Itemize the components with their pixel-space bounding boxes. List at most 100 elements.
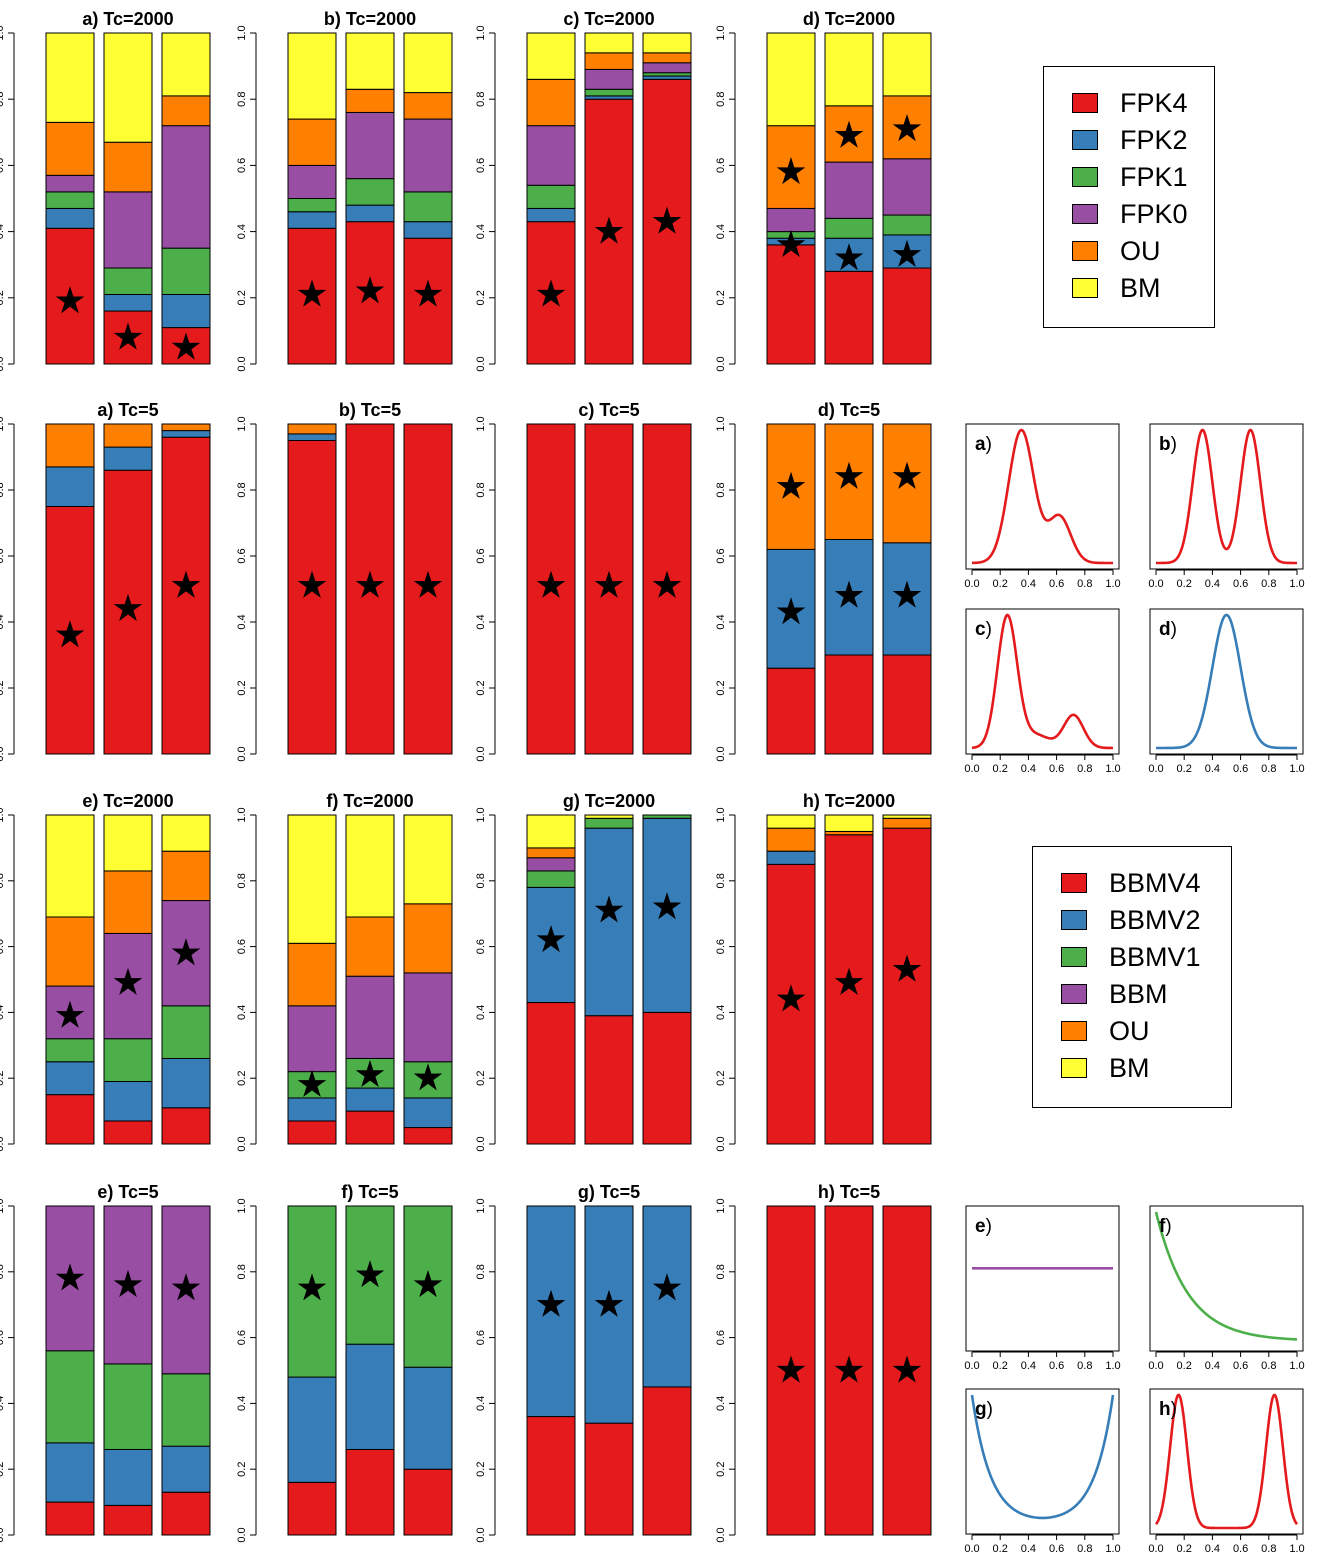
legend-swatch <box>1061 1021 1087 1041</box>
x-tick-label: 0.0 <box>964 763 979 775</box>
y-tick-label: 0.0 <box>0 746 6 761</box>
bar-segment <box>882 423 932 544</box>
bar-segment <box>287 1120 337 1145</box>
legend-label: BBMV1 <box>1109 941 1201 972</box>
bar-segment <box>824 814 874 832</box>
bar-segment <box>103 32 153 143</box>
y-tick-label: 0.4 <box>715 1005 727 1020</box>
density-curve <box>971 613 1114 750</box>
bar-segment <box>345 975 395 1059</box>
density-label-letter: h <box>1159 1399 1171 1420</box>
y-tick-label: 0.8 <box>236 1264 248 1279</box>
bar-segment <box>526 870 576 888</box>
density-label-letter: b <box>1159 434 1171 455</box>
y-tick-label: 0.0 <box>0 1136 6 1151</box>
bar-segment <box>345 111 395 180</box>
chart-panel: 0.0 0.2 0.4 0.6 0.8 1.0 d) Tc=2000 <box>715 9 932 372</box>
bar-segment <box>345 1087 395 1112</box>
x-tick-label: 0.6 <box>1233 1543 1248 1555</box>
x-tick-label: 0.6 <box>1233 1360 1248 1372</box>
x-tick-label: 0.2 <box>993 578 1008 590</box>
y-tick-label: 0.2 <box>236 1071 248 1086</box>
x-tick-label: 0.6 <box>1049 763 1064 775</box>
x-tick-label: 0.4 <box>1021 578 1036 590</box>
legend-swatch <box>1061 947 1087 967</box>
legend-label: OU <box>1120 235 1161 266</box>
x-tick-label: 0.8 <box>1261 1360 1276 1372</box>
bar-segment <box>45 1061 95 1096</box>
y-tick-label: 0.8 <box>475 873 487 888</box>
legend-label: BBM <box>1109 978 1168 1009</box>
bar-segment <box>766 850 816 865</box>
star-marker <box>536 1289 566 1317</box>
chart-title: c) Tc=2000 <box>563 9 654 29</box>
bar-segment <box>766 667 816 755</box>
chart-panel: 0.0 0.2 0.4 0.6 0.8 1.0 h) Tc=5 <box>715 1182 932 1543</box>
bar-segment <box>584 1205 634 1424</box>
density-frame <box>1149 423 1304 570</box>
y-tick-label: 0.6 <box>236 548 248 563</box>
chart-panel: 0.0 0.2 0.4 0.6 0.8 1.0 f) Tc=5 <box>236 1182 453 1543</box>
density-label: a) <box>975 434 992 455</box>
star-marker <box>892 1355 922 1383</box>
bar-segment <box>161 814 211 852</box>
y-tick-label: 0.6 <box>715 158 727 173</box>
y-tick-label: 0.2 <box>0 290 6 305</box>
star-marker <box>776 1355 806 1383</box>
star-marker <box>413 1269 443 1298</box>
y-tick-label: 0.6 <box>715 548 727 563</box>
y-tick-label: 1.0 <box>715 1198 727 1213</box>
y-tick-label: 0.0 <box>236 746 248 761</box>
chart-title: f) Tc=5 <box>341 1182 398 1202</box>
y-tick-label: 0.4 <box>475 224 487 239</box>
x-tick-label: 0.0 <box>964 578 979 590</box>
y-tick-label: 0.0 <box>0 1527 6 1542</box>
star-marker <box>594 1289 624 1317</box>
bar-segment <box>403 903 453 974</box>
bar-segment <box>45 121 95 176</box>
bar-segment <box>403 118 453 193</box>
bar-segment <box>824 654 874 755</box>
bar-segment <box>45 466 95 507</box>
y-tick-label: 0.2 <box>715 680 727 695</box>
y-tick-label: 0.0 <box>0 356 6 371</box>
y-tick-label: 0.2 <box>475 1071 487 1086</box>
y-tick-label: 0.4 <box>475 1005 487 1020</box>
y-tick-label: 0.8 <box>715 873 727 888</box>
bar-segment <box>287 1005 337 1073</box>
bar-segment <box>766 814 816 829</box>
density-frame <box>1149 1388 1304 1535</box>
x-tick-label: 0.0 <box>1148 578 1163 590</box>
y-tick-label: 0.8 <box>475 1264 487 1279</box>
bar-segment <box>882 214 932 236</box>
legend-item-fpk1: FPK1 <box>1072 161 1188 193</box>
x-tick-label: 0.8 <box>1261 578 1276 590</box>
bar-segment <box>584 817 634 829</box>
bar-segment <box>882 817 932 829</box>
y-tick-label: 0.2 <box>236 290 248 305</box>
x-tick-label: 0.0 <box>1148 1360 1163 1372</box>
bar-segment <box>345 88 395 113</box>
star-marker <box>355 570 385 598</box>
star-marker <box>834 461 864 489</box>
y-tick-label: 0.4 <box>236 1005 248 1020</box>
chart-title: d) Tc=5 <box>818 400 880 420</box>
x-tick-label: 1.0 <box>1105 1360 1120 1372</box>
bar-segment <box>161 293 211 329</box>
y-tick-label: 0.8 <box>236 873 248 888</box>
density-panel: e) 0.0 0.2 0.4 0.6 0.8 1.0 <box>964 1205 1121 1372</box>
bar-segment <box>403 191 453 223</box>
x-tick-label: 0.4 <box>1205 1543 1220 1555</box>
bar-segment <box>287 211 337 229</box>
star-marker <box>413 1063 443 1091</box>
star-marker <box>113 593 143 621</box>
bar-segment <box>403 1127 453 1145</box>
bar-segment <box>584 32 634 54</box>
density-label-paren: ) <box>1171 1399 1177 1420</box>
bar-segment <box>584 52 634 70</box>
legend-label: BBMV2 <box>1109 904 1201 935</box>
bar-segment <box>345 178 395 206</box>
star-marker <box>776 157 806 185</box>
